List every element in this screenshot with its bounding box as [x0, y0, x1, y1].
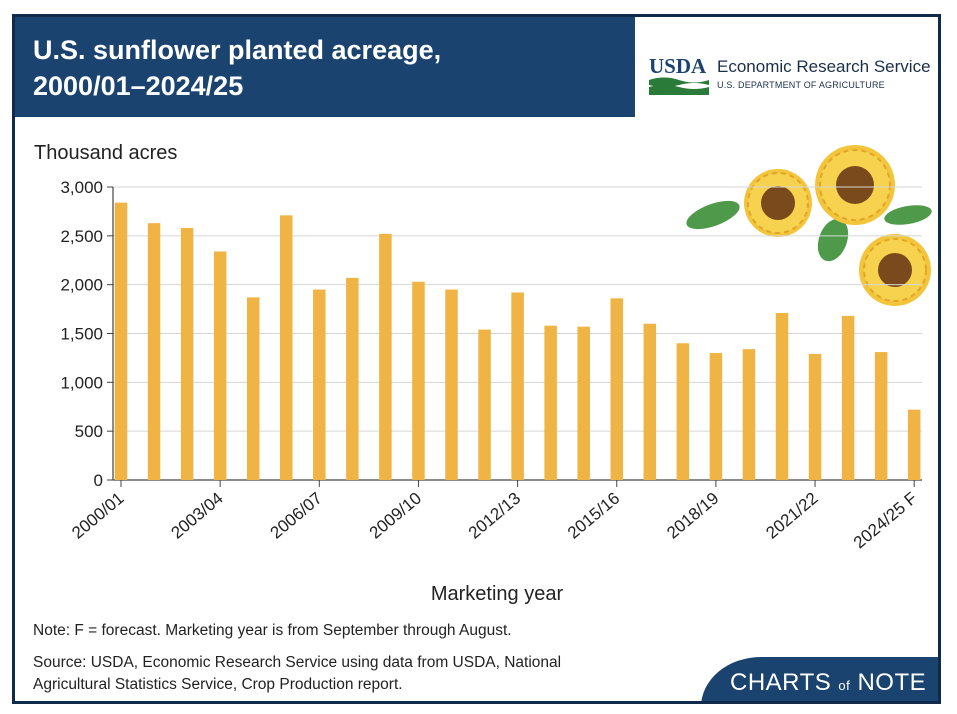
bar-2004-05 [246, 297, 260, 480]
x-tick-label: 2015/16 [564, 489, 623, 543]
x-tick-label: 2012/13 [465, 489, 524, 543]
brand-band [701, 657, 938, 701]
x-axis-label: Marketing year [431, 583, 564, 605]
bar-2022-23 [841, 315, 855, 480]
y-tick-label: 2,500 [60, 227, 103, 246]
x-tick-label: 2009/10 [366, 489, 425, 543]
bar-2005-06 [280, 215, 293, 480]
bar-2003-04 [213, 251, 227, 480]
chart-card: U.S. sunflower planted acreage, 2000/01–… [12, 14, 941, 704]
x-tick-label: 2003/04 [167, 489, 226, 543]
x-tick-label: 2021/22 [762, 489, 821, 543]
bar-2017-18 [676, 343, 690, 480]
bars [114, 202, 921, 481]
usda-logo-text: USDA [649, 54, 707, 78]
bar-2006-07 [313, 289, 326, 480]
y-tick-label: 0 [94, 471, 103, 490]
bar-2024-25-F [907, 409, 921, 480]
title-banner: U.S. sunflower planted acreage, 2000/01–… [15, 17, 635, 117]
bar-2011-12 [478, 329, 491, 480]
brand-part-1: CHARTS [730, 669, 832, 696]
chart-title-line-2: 2000/01–2024/25 [33, 71, 244, 101]
bar-2014-15 [577, 326, 590, 480]
bar-2000-01 [114, 202, 128, 481]
bar-2021-22 [808, 354, 822, 480]
brand-part-3: NOTE [857, 669, 927, 696]
bar-2002-03 [180, 228, 194, 480]
y-tick-label: 500 [75, 422, 103, 441]
x-tick-labels: 2000/01 2003/04 2006/07 2009/10 2012/13 2015/… [68, 480, 921, 553]
source-line-1: Source: USDA, Economic Research Service … [33, 654, 562, 671]
x-tick-label: 2024/25 F [850, 489, 921, 553]
bar-2020-21 [775, 312, 789, 480]
x-tick-label: 2006/07 [267, 489, 326, 543]
bar-2013-14 [544, 325, 557, 480]
bar-2018-19 [709, 353, 723, 480]
chart-note: Note: F = forecast. Marketing year is fr… [33, 622, 512, 639]
brand-part-2: of [838, 678, 851, 693]
bar-2007-08 [346, 277, 359, 480]
bar-2008-09 [379, 233, 392, 480]
x-tick-label: 2000/01 [68, 489, 127, 543]
bar-2023-24 [874, 352, 888, 480]
bar-2012-13 [511, 292, 524, 480]
bar-2001-02 [147, 223, 161, 481]
y-tick-label: 1,500 [60, 325, 103, 344]
y-tick-label: 2,000 [60, 276, 103, 295]
bar-2009-10 [412, 281, 425, 480]
y-tick-labels: 0 500 1,000 1,500 2,000 2,500 3,000 [60, 178, 113, 490]
usda-logo: USDA [649, 54, 709, 95]
charts-of-note-logo: CHARTS of NOTE [730, 669, 926, 697]
x-tick-label: 2018/19 [663, 489, 722, 543]
sunflower-illustration [686, 145, 932, 306]
y-tick-label: 3,000 [60, 178, 103, 197]
y-tick-label: 1,000 [60, 373, 103, 392]
department-name: U.S. DEPARTMENT OF AGRICULTURE [717, 80, 885, 90]
agency-name: Economic Research Service [717, 57, 931, 76]
bar-2015-16 [610, 298, 623, 480]
bar-2010-11 [445, 289, 458, 480]
y-axis-label: Thousand acres [34, 142, 177, 164]
bar-2016-17 [643, 323, 657, 480]
bar-2019-20 [742, 349, 756, 480]
chart-title-line-1: U.S. sunflower planted acreage, [33, 35, 442, 65]
source-line-2: Agricultural Statistics Service, Crop Pr… [33, 676, 403, 693]
bar-chart: Thousand acres Marketing year 0 500 1,000 1… [34, 142, 922, 605]
